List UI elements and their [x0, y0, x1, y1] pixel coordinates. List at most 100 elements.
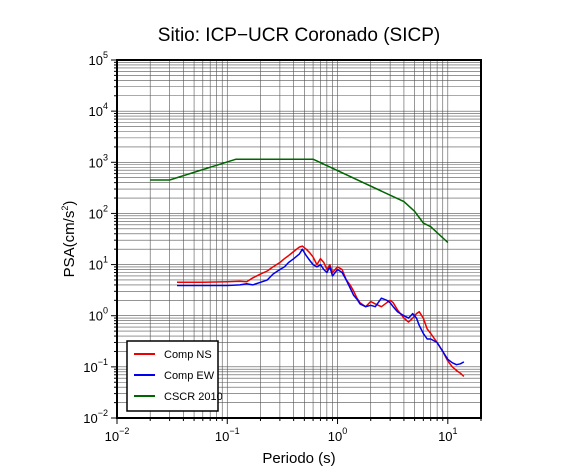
y-tick-labels: 10−2 10−1 100 101 102 103 104 105: [83, 50, 108, 426]
y-axis-label-exp: 2: [60, 206, 70, 211]
data-point: [389, 302, 391, 304]
data-point: [312, 158, 314, 160]
data-point: [288, 262, 290, 264]
data-point: [426, 328, 428, 330]
y-axis-label-close: ): [61, 201, 78, 206]
x-tick-label: 10−2: [105, 426, 130, 444]
data-point: [316, 266, 318, 268]
data-point: [288, 255, 290, 257]
series-layer: [149, 158, 465, 378]
data-point: [463, 376, 465, 378]
data-point: [414, 211, 416, 213]
data-point: [279, 269, 281, 271]
data-point: [337, 266, 339, 268]
data-point: [302, 248, 304, 250]
data-point: [452, 366, 454, 368]
data-point: [323, 262, 325, 264]
data-point: [202, 285, 204, 287]
y-axis-label: PSA(cm/s2): [60, 201, 78, 278]
data-point: [260, 273, 262, 275]
data-point: [423, 317, 425, 319]
data-point: [463, 361, 465, 363]
data-point: [272, 273, 274, 275]
data-point: [359, 303, 361, 305]
data-point: [239, 281, 241, 283]
series-comp-ew: [176, 248, 465, 366]
data-point: [176, 285, 178, 287]
data-point: [284, 258, 286, 260]
data-point: [426, 338, 428, 340]
x-tick-label: 101: [438, 426, 457, 444]
data-point: [320, 264, 322, 266]
data-point: [423, 333, 425, 335]
data-point: [370, 304, 372, 306]
data-point: [149, 179, 151, 181]
y-tick-label: 100: [89, 306, 108, 324]
legend: Comp NS Comp EW CSCR 2010: [126, 340, 223, 412]
data-point: [312, 256, 314, 258]
x-tick-label: 10−1: [215, 426, 240, 444]
data-point: [309, 260, 311, 262]
data-point: [353, 295, 355, 297]
data-point: [226, 285, 228, 287]
data-point: [309, 252, 311, 254]
data-point: [320, 258, 322, 260]
data-point: [430, 333, 432, 335]
series-line: [177, 248, 465, 366]
data-point: [460, 372, 462, 374]
data-point: [302, 245, 304, 247]
data-point: [226, 281, 228, 283]
data-point: [345, 279, 347, 281]
legend-label: CSCR 2010: [164, 391, 223, 403]
series-line: [150, 158, 449, 244]
data-point: [430, 226, 432, 228]
data-point: [329, 264, 331, 266]
data-point: [298, 246, 300, 248]
data-point: [408, 317, 410, 319]
data-point: [460, 363, 462, 365]
data-point: [381, 297, 383, 299]
x-tick-labels: 10−2 10−1 100 101: [105, 426, 458, 444]
data-point: [202, 282, 204, 284]
y-axis-label-base: PSA(cm/s: [61, 211, 78, 278]
data-point: [279, 262, 281, 264]
data-point: [337, 269, 339, 271]
data-point: [447, 242, 449, 244]
data-point: [341, 269, 343, 271]
data-point: [260, 282, 262, 284]
data-point: [416, 317, 418, 319]
plot-frame: [116, 59, 482, 419]
data-point: [252, 284, 254, 286]
data-point: [416, 313, 418, 315]
y-tick-label: 103: [89, 152, 108, 170]
data-point: [329, 266, 331, 268]
y-tick-label: 10−2: [83, 408, 108, 426]
legend-label: Comp NS: [164, 349, 212, 361]
y-tick-label: 10−1: [83, 357, 108, 375]
data-point: [418, 324, 420, 326]
data-point: [316, 264, 318, 266]
ticks: [111, 59, 482, 424]
data-point: [293, 251, 295, 253]
data-point: [447, 359, 449, 361]
data-point: [423, 222, 425, 224]
data-point: [266, 279, 268, 281]
data-point: [403, 201, 405, 203]
data-point: [452, 362, 454, 364]
data-point: [266, 270, 268, 272]
data-point: [246, 283, 248, 285]
data-point: [272, 266, 274, 268]
series-cscr-2010: [149, 158, 449, 244]
data-point: [305, 255, 307, 257]
data-point: [412, 317, 414, 319]
y-tick-label: 104: [89, 101, 108, 119]
data-point: [412, 313, 414, 315]
data-point: [326, 272, 328, 274]
data-point: [349, 287, 351, 289]
data-point: [176, 282, 178, 284]
data-point: [332, 275, 334, 277]
legend-label: Comp EW: [164, 370, 215, 382]
data-point: [374, 306, 376, 308]
data-point: [353, 291, 355, 293]
